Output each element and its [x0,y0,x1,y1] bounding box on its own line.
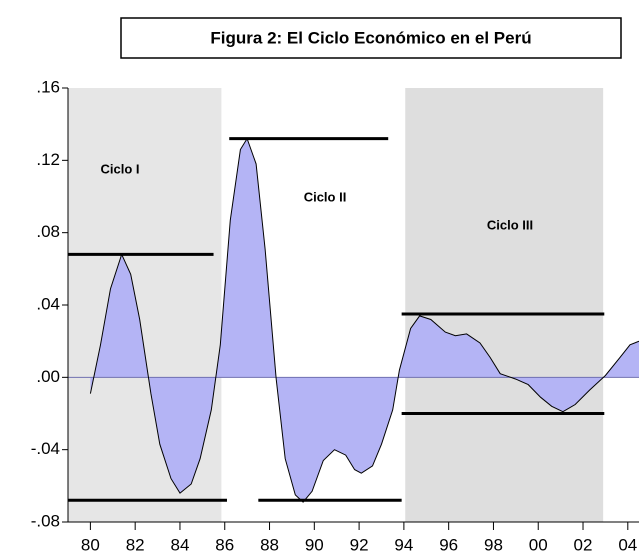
y-tick-label: .04 [36,294,60,313]
title-box [120,17,622,59]
y-tick-label: .08 [36,222,60,241]
x-tick-label: 88 [260,535,279,554]
annotation: Ciclo III [487,217,533,232]
chart-title: Figura 2: El Ciclo Económico en el Perú [210,28,531,47]
x-tick-label: 84 [170,535,189,554]
x-tick-label: 90 [305,535,324,554]
x-tick-label: 00 [529,535,548,554]
x-tick-label: 04 [618,535,637,554]
y-tick-label: -.08 [31,511,60,530]
x-tick-label: 98 [484,535,503,554]
x-tick-label: 96 [439,535,458,554]
x-tick-label: 86 [215,535,234,554]
y-tick-label: -.04 [31,439,60,458]
shaded-region [405,88,604,522]
series-line [89,137,639,503]
x-tick-label: 80 [81,535,100,554]
x-tick-label: 92 [350,535,369,554]
area-fill [90,138,639,503]
x-tick-label: 94 [394,535,413,554]
x-tick-label: 82 [126,535,145,554]
y-tick-label: .00 [36,367,60,386]
x-tick-label: 02 [574,535,593,554]
y-tick-label: .16 [36,77,60,96]
plot: Ciclo I Ciclo II Ciclo III -.08 -.04 .00 .04 .0… [31,77,639,554]
annotation: Ciclo I [100,161,139,176]
y-tick-label: .12 [36,150,60,169]
annotation: Ciclo II [304,189,347,204]
